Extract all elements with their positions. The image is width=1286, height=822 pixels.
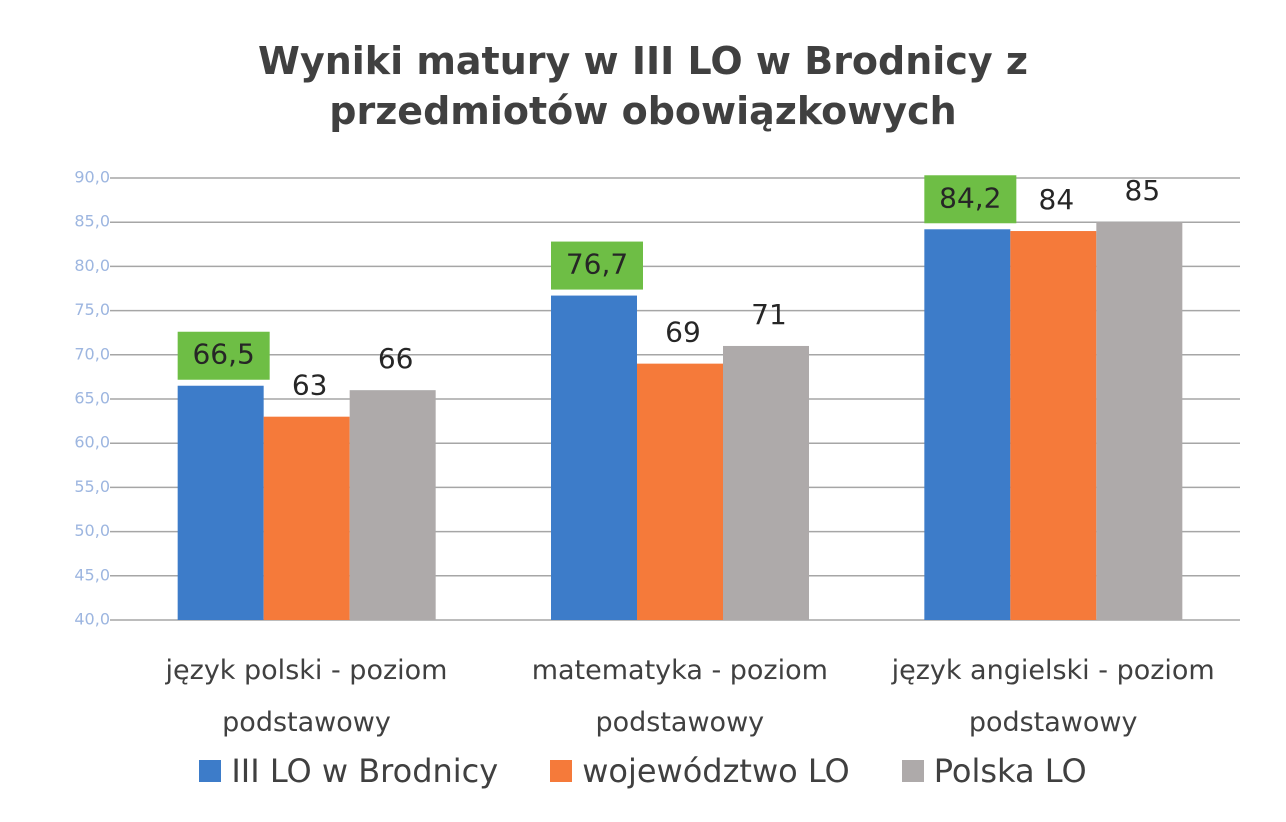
y-tick-label: 75,0 — [74, 300, 110, 319]
bar — [1010, 231, 1097, 621]
bar — [637, 363, 723, 620]
y-tick-label: 80,0 — [74, 256, 110, 275]
data-label: 84,2 — [939, 181, 1001, 214]
x-tick-label: matematyka - poziom podstawowy — [531, 655, 828, 738]
y-tick-label: 60,0 — [74, 433, 110, 452]
legend-swatch — [550, 760, 573, 782]
y-tick-label: 40,0 — [74, 610, 110, 629]
x-tick-label: język angielski - poziom podstawowy — [891, 655, 1215, 738]
data-label: 69 — [665, 316, 701, 349]
legend-item: Polska LO — [901, 752, 1087, 790]
y-tick-label: 45,0 — [74, 565, 110, 584]
data-label: 84 — [1039, 183, 1075, 216]
y-tick-label: 70,0 — [74, 344, 110, 363]
y-tick-label: 90,0 — [74, 168, 110, 187]
bar — [349, 390, 436, 620]
legend-label: Polska LO — [933, 752, 1087, 790]
bar — [723, 345, 809, 620]
bar — [177, 385, 264, 620]
legend-label: III LO w Brodnicy — [231, 752, 499, 790]
chart-title: Wyniki matury w III LO w Brodnicy z prze… — [258, 39, 1028, 133]
legend-item: województwo LO — [550, 752, 850, 790]
data-label-box — [551, 241, 643, 290]
legend-label: województwo LO — [582, 752, 850, 790]
bar — [1096, 222, 1183, 620]
data-label: 76,7 — [566, 248, 628, 281]
data-label-box — [924, 175, 1017, 224]
data-label: 85 — [1125, 174, 1161, 207]
data-label: 66,5 — [192, 338, 254, 371]
legend-swatch — [199, 760, 222, 782]
y-tick-label: 55,0 — [74, 477, 110, 496]
y-tick-label: 65,0 — [74, 389, 110, 408]
bar — [551, 295, 637, 620]
x-tick-label: język polski - poziom podstawowy — [165, 655, 448, 738]
legend-swatch — [901, 760, 924, 782]
legend-item: III LO w Brodnicy — [199, 752, 498, 790]
bar — [924, 229, 1011, 620]
data-label: 66 — [378, 342, 414, 375]
y-tick-label: 50,0 — [74, 521, 110, 540]
data-label: 71 — [751, 298, 787, 331]
bar — [263, 416, 350, 620]
legend: III LO w Brodnicy województwo LO Polska LO — [0, 752, 1286, 790]
data-label-box — [177, 331, 270, 380]
y-tick-label: 85,0 — [74, 212, 110, 231]
data-label: 63 — [292, 369, 328, 402]
